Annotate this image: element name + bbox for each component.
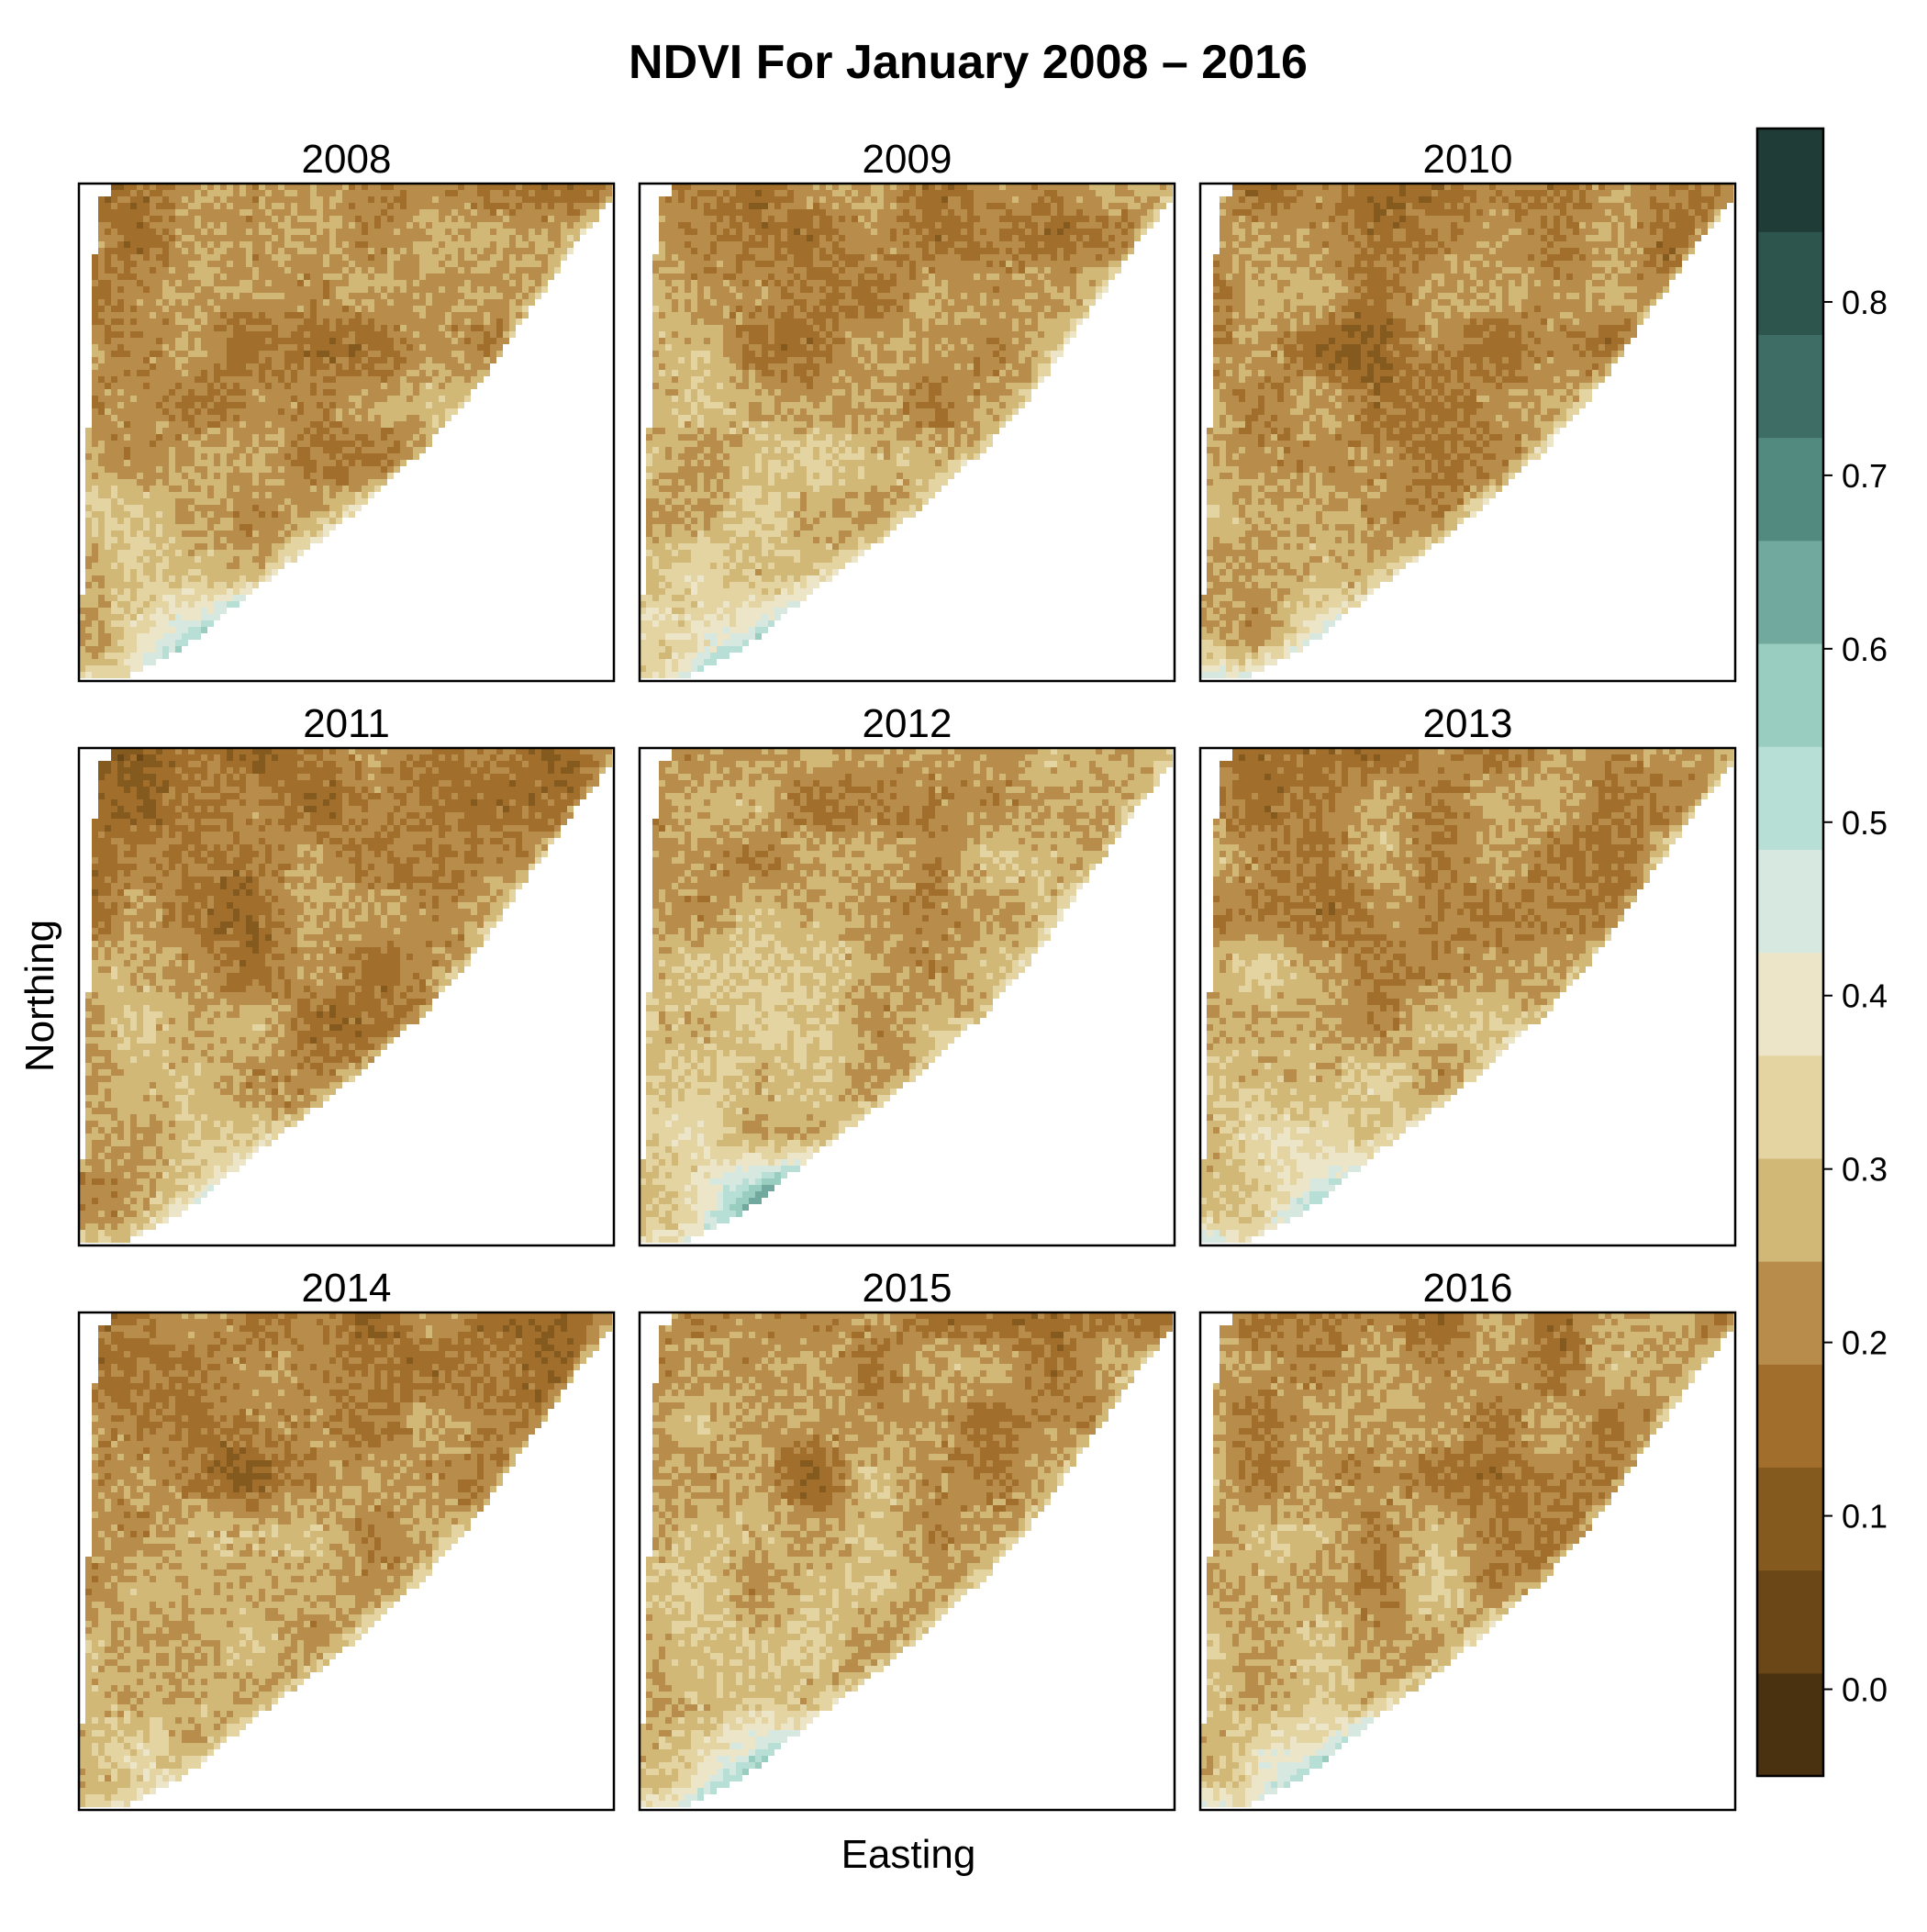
colorbar-segment xyxy=(1757,1055,1823,1159)
colorbar-tick-label: 0.5 xyxy=(1842,804,1888,842)
colorbar-segment xyxy=(1757,1467,1823,1570)
colorbar-tick-label: 0.8 xyxy=(1842,284,1888,321)
panel-label: 2008 xyxy=(302,137,392,182)
x-axis-label: Easting xyxy=(841,1832,976,1877)
panel-label: 2010 xyxy=(1423,137,1513,182)
chart-title: NDVI For January 2008 – 2016 xyxy=(629,36,1308,89)
colorbar-segment xyxy=(1757,643,1823,747)
colorbar-tick-label: 0.7 xyxy=(1842,457,1888,495)
panel-label: 2009 xyxy=(863,137,952,182)
colorbar-segment xyxy=(1757,849,1823,953)
colorbar-segment xyxy=(1757,1673,1823,1777)
panel-2010: 2010 xyxy=(1200,137,1735,681)
y-axis-label: Northing xyxy=(17,920,62,1072)
colorbar-tick-label: 0.2 xyxy=(1842,1324,1888,1362)
panels: 2008 2009 2010 2011 2012 2013 2014 2015 2016 xyxy=(79,137,1735,1810)
colorbar-segment xyxy=(1757,746,1823,850)
colorbar-tick-label: 0.4 xyxy=(1842,977,1888,1015)
colorbar-segment xyxy=(1757,1261,1823,1365)
colorbar: 0.0 0.1 0.2 0.3 0.4 0.5 0.6 0.7 0.8 xyxy=(1757,128,1888,1777)
colorbar-tick-label: 0.1 xyxy=(1842,1498,1888,1536)
panel-2009: 2009 xyxy=(640,137,1175,681)
panel-label: 2016 xyxy=(1423,1266,1513,1311)
panel-label: 2012 xyxy=(863,701,952,746)
colorbar-tick-label: 0.6 xyxy=(1842,631,1888,668)
colorbar-segment xyxy=(1757,128,1823,232)
colorbar-segment xyxy=(1757,541,1823,644)
panel-2011: 2011 xyxy=(79,701,614,1245)
colorbar-segment xyxy=(1757,438,1823,542)
colorbar-segment xyxy=(1757,1570,1823,1674)
panel-label: 2013 xyxy=(1423,701,1513,746)
panel-2008: 2008 xyxy=(79,137,614,681)
panel-label: 2015 xyxy=(863,1266,952,1311)
colorbar-segment xyxy=(1757,953,1823,1056)
panel-2013: 2013 xyxy=(1200,701,1735,1245)
colorbar-segment xyxy=(1757,1364,1823,1468)
panel-2014: 2014 xyxy=(79,1266,614,1810)
panel-2016: 2016 xyxy=(1200,1266,1735,1810)
colorbar-tick-label: 0.3 xyxy=(1842,1151,1888,1189)
panel-2012: 2012 xyxy=(640,701,1175,1245)
panel-label: 2014 xyxy=(302,1266,392,1311)
colorbar-segment xyxy=(1757,334,1823,438)
colorbar-tick-label: 0.0 xyxy=(1842,1671,1888,1709)
colorbar-segment xyxy=(1757,231,1823,335)
colorbar-segment xyxy=(1757,1158,1823,1262)
panel-2015: 2015 xyxy=(640,1266,1175,1810)
panel-label: 2011 xyxy=(303,701,390,746)
